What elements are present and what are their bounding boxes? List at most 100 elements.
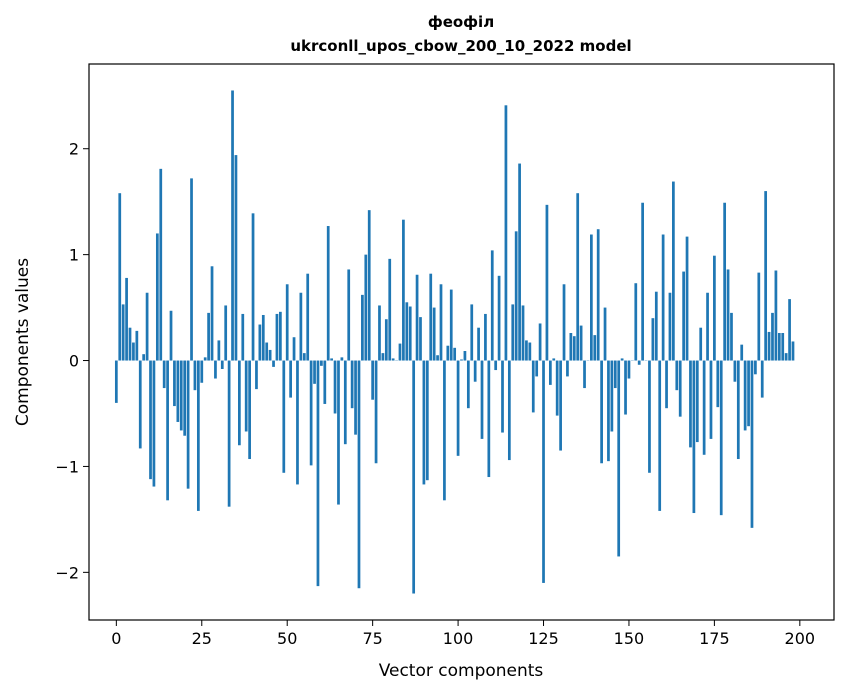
- bar: [121, 304, 125, 361]
- bar: [128, 327, 132, 361]
- x-tick-label: 50: [277, 629, 297, 648]
- bar: [425, 360, 429, 481]
- bar: [484, 313, 487, 361]
- bar: [149, 360, 152, 480]
- bar: [716, 360, 720, 408]
- bar: [555, 360, 559, 416]
- bar: [596, 229, 600, 361]
- bar: [378, 305, 381, 361]
- bar: [781, 333, 785, 361]
- bar: [531, 360, 535, 413]
- bar: [309, 360, 313, 466]
- bar: [542, 360, 545, 583]
- bar: [272, 360, 275, 367]
- bar: [477, 327, 480, 361]
- bar: [692, 360, 696, 514]
- bar: [470, 304, 474, 361]
- bar: [514, 231, 518, 361]
- bar: [234, 155, 238, 361]
- x-tick-label: 0: [111, 629, 121, 648]
- y-tick-label: −2: [55, 563, 79, 582]
- bar: [289, 360, 292, 398]
- bar: [579, 325, 583, 361]
- bar: [511, 304, 515, 361]
- bar: [634, 283, 638, 361]
- bar: [210, 266, 214, 361]
- bar: [419, 317, 422, 361]
- bar: [114, 360, 118, 403]
- bar: [193, 360, 197, 391]
- bar: [624, 360, 627, 415]
- bar: [333, 360, 337, 414]
- bar: [764, 191, 768, 361]
- bar: [788, 299, 791, 361]
- bar: [525, 340, 528, 361]
- x-axis-label: Vector components: [379, 661, 544, 681]
- bar: [607, 360, 610, 462]
- y-tick-label: 2: [69, 140, 79, 159]
- bar: [268, 349, 272, 361]
- bar: [545, 204, 549, 361]
- bar: [791, 341, 795, 361]
- bar: [466, 360, 470, 409]
- bar: [405, 302, 409, 361]
- bar: [138, 360, 142, 449]
- bar: [757, 272, 761, 361]
- bar: [600, 360, 603, 464]
- bar: [678, 360, 682, 417]
- bar: [706, 292, 709, 361]
- bar: [535, 360, 539, 377]
- bar: [279, 311, 282, 361]
- bar: [412, 360, 416, 594]
- bar: [142, 354, 146, 361]
- bar: [402, 219, 405, 361]
- y-axis-label: Components values: [13, 258, 33, 426]
- bar: [251, 213, 255, 361]
- bar: [754, 360, 757, 375]
- bar: [583, 360, 586, 389]
- bar: [135, 330, 139, 361]
- bar: [350, 360, 354, 409]
- x-tick-label: 25: [192, 629, 212, 648]
- bar: [473, 360, 477, 382]
- bar: [436, 355, 439, 361]
- bar: [231, 90, 234, 361]
- bar: [610, 360, 614, 432]
- bar: [132, 342, 135, 361]
- bar: [155, 233, 159, 361]
- bar: [214, 360, 217, 379]
- bar: [613, 360, 617, 389]
- bar: [521, 305, 525, 361]
- bar: [217, 340, 221, 361]
- bar: [566, 360, 569, 377]
- bar: [463, 351, 467, 361]
- bar: [733, 360, 737, 382]
- bar: [446, 345, 450, 361]
- bar: [603, 307, 607, 361]
- bar: [494, 360, 498, 371]
- bar: [255, 360, 258, 390]
- x-tick-label: 200: [785, 629, 816, 648]
- bar: [747, 360, 750, 427]
- bar: [162, 360, 166, 389]
- bar: [330, 358, 333, 361]
- bar: [460, 359, 463, 361]
- bar: [695, 360, 699, 443]
- bar: [723, 202, 727, 361]
- plot-frame: [88, 63, 835, 621]
- bar: [381, 353, 385, 361]
- bar: [637, 360, 641, 365]
- bar: [169, 310, 173, 361]
- bar: [682, 271, 685, 361]
- x-tick-label: 100: [443, 629, 474, 648]
- bar: [220, 360, 224, 369]
- bar: [730, 312, 733, 361]
- bar: [699, 327, 703, 361]
- bar: [760, 360, 764, 398]
- bar: [552, 358, 556, 361]
- bar: [299, 292, 303, 361]
- bar: [343, 360, 347, 445]
- bar: [265, 342, 269, 361]
- bar: [371, 360, 375, 400]
- bar: [415, 274, 419, 361]
